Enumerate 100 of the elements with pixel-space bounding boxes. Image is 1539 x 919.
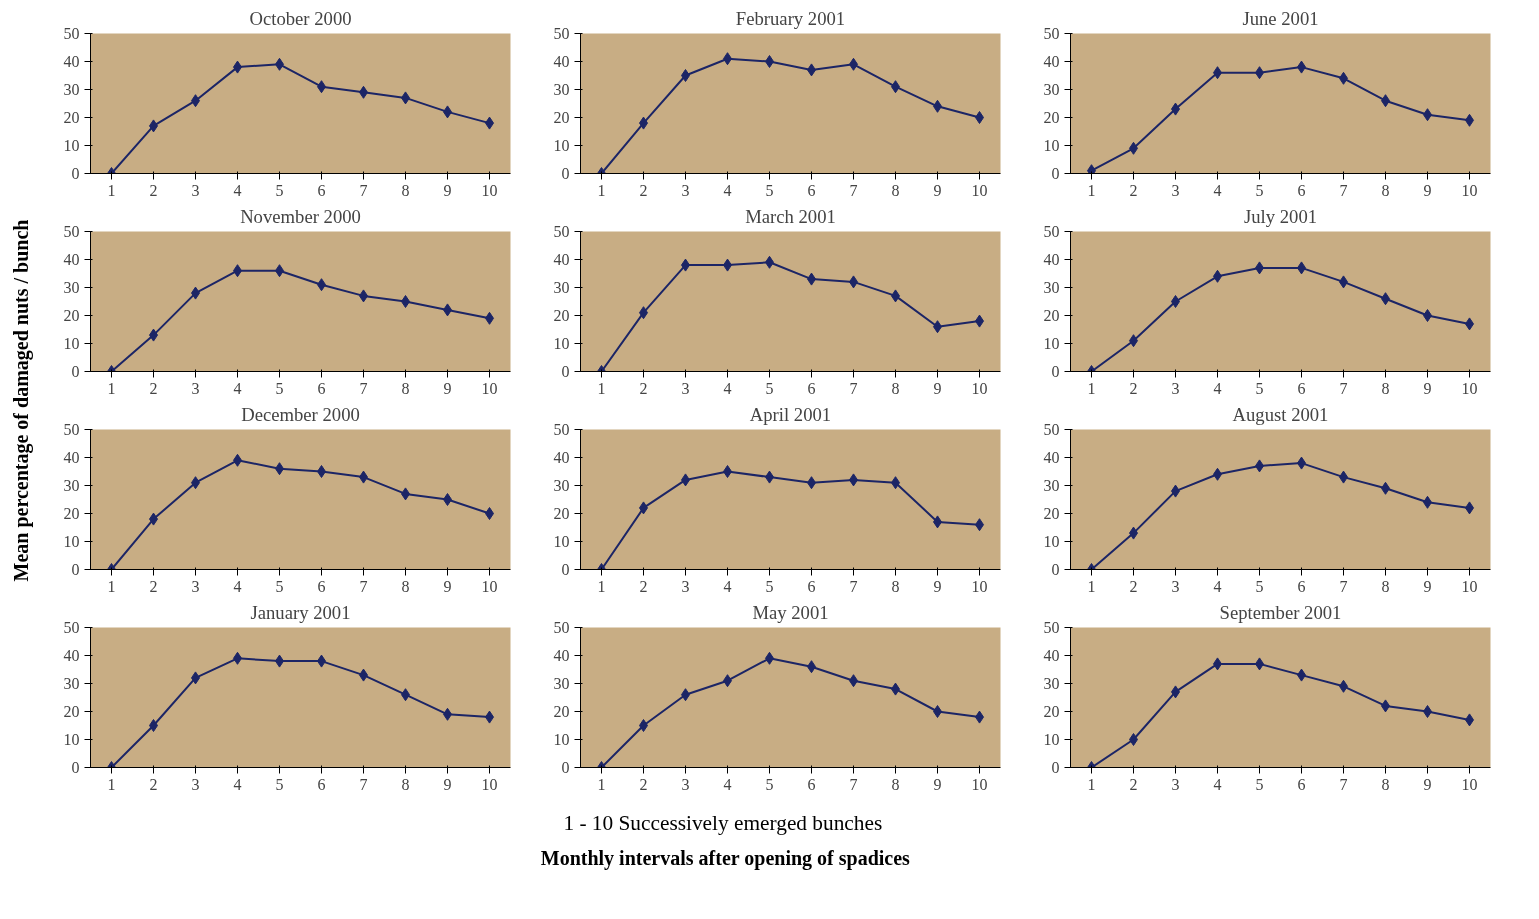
x-tick-label: 10 xyxy=(1461,379,1478,397)
y-tick-label: 40 xyxy=(1043,53,1060,70)
x-tick-label: 3 xyxy=(1171,379,1180,397)
x-tick-label: 10 xyxy=(1461,775,1478,793)
x-tick-label: 5 xyxy=(275,577,284,595)
x-tick-label: 4 xyxy=(723,577,732,595)
x-tick-label: 1 xyxy=(107,181,116,199)
x-tick-label: 9 xyxy=(1423,577,1432,595)
y-tick-label: 30 xyxy=(63,477,80,494)
x-tick-label: 5 xyxy=(765,379,774,397)
x-tick-label: 1 xyxy=(1087,379,1096,397)
x-tick-label: 5 xyxy=(1255,379,1264,397)
y-tick-label: 40 xyxy=(553,53,570,70)
x-tick-label: 7 xyxy=(359,775,368,793)
y-tick-label: 30 xyxy=(63,81,80,98)
y-tick-label: 10 xyxy=(63,335,80,352)
x-tick-label: 7 xyxy=(359,577,368,595)
x-tick-label: 8 xyxy=(1381,181,1390,199)
x-tick-label: 1 xyxy=(597,775,606,793)
x-tick-label: 4 xyxy=(1213,775,1222,793)
y-tick-label: 20 xyxy=(63,307,80,324)
x-tick-label: 8 xyxy=(1381,577,1390,595)
x-tick-label: 8 xyxy=(891,775,900,793)
x-tick-label: 6 xyxy=(1297,775,1306,793)
x-tick-label: 10 xyxy=(481,379,498,397)
y-tick-label: 10 xyxy=(553,533,570,550)
y-tick-label: 40 xyxy=(63,647,80,664)
x-tick-label: 10 xyxy=(1461,577,1478,595)
x-tick-label: 10 xyxy=(971,577,988,595)
y-tick-label: 0 xyxy=(71,759,80,776)
x-tick-label: 8 xyxy=(401,181,410,199)
x-tick-label: 5 xyxy=(765,775,774,793)
y-tick-label: 40 xyxy=(1043,449,1060,466)
chart-title: August 2001 xyxy=(1232,403,1329,425)
x-tick-label: 5 xyxy=(1255,181,1264,199)
x-tick-label: 1 xyxy=(107,775,116,793)
y-tick-label: 30 xyxy=(1043,477,1060,494)
x-tick-label: 3 xyxy=(191,379,200,397)
x-tick-label: 10 xyxy=(481,775,498,793)
y-tick-label: 30 xyxy=(1043,279,1060,296)
x-tick-label: 6 xyxy=(1297,181,1306,199)
x-tick-label: 8 xyxy=(891,379,900,397)
x-tick-label: 7 xyxy=(1339,181,1348,199)
x-tick-label: 4 xyxy=(723,379,732,397)
y-tick-label: 30 xyxy=(1043,81,1060,98)
x-tick-label: 10 xyxy=(1461,181,1478,199)
x-tick-label: 1 xyxy=(107,577,116,595)
x-tick-label: 2 xyxy=(639,577,648,595)
y-tick-label: 50 xyxy=(1043,223,1060,240)
x-tick-label: 5 xyxy=(275,775,284,793)
x-axis-title: 1 - 10 Successively emerged bunches xyxy=(563,811,883,835)
x-tick-label: 3 xyxy=(1171,181,1180,199)
x-tick-label: 7 xyxy=(849,775,858,793)
x-tick-label: 7 xyxy=(1339,775,1348,793)
x-tick-label: 1 xyxy=(597,577,606,595)
y-tick-label: 0 xyxy=(561,561,570,578)
x-tick-label: 2 xyxy=(1129,775,1138,793)
y-tick-label: 0 xyxy=(1051,363,1060,380)
x-tick-label: 6 xyxy=(1297,577,1306,595)
y-tick-label: 20 xyxy=(553,505,570,522)
x-tick-label: 7 xyxy=(359,181,368,199)
x-tick-label: 9 xyxy=(1423,379,1432,397)
x-tick-label: 1 xyxy=(1087,577,1096,595)
y-tick-label: 0 xyxy=(1051,165,1060,182)
y-tick-label: 30 xyxy=(553,675,570,692)
x-tick-label: 8 xyxy=(401,775,410,793)
x-tick-label: 6 xyxy=(807,577,816,595)
x-tick-label: 9 xyxy=(443,775,452,793)
x-tick-label: 9 xyxy=(933,379,942,397)
y-tick-label: 10 xyxy=(553,335,570,352)
x-tick-label: 8 xyxy=(401,577,410,595)
y-tick-label: 30 xyxy=(553,477,570,494)
x-tick-label: 4 xyxy=(1213,379,1222,397)
y-tick-label: 0 xyxy=(1051,759,1060,776)
y-tick-label: 10 xyxy=(553,137,570,154)
x-tick-label: 9 xyxy=(933,577,942,595)
y-tick-label: 50 xyxy=(63,619,80,636)
x-tick-label: 7 xyxy=(849,181,858,199)
x-tick-label: 2 xyxy=(1129,379,1138,397)
x-tick-label: 5 xyxy=(765,577,774,595)
text: Monthly intervals after opening of spadices xyxy=(540,847,911,870)
x-tick-label: 10 xyxy=(971,379,988,397)
y-tick-label: 10 xyxy=(63,137,80,154)
x-tick-label: 6 xyxy=(807,379,816,397)
x-tick-label: 2 xyxy=(149,379,158,397)
x-tick-label: 4 xyxy=(233,181,242,199)
x-tick-label: 1 xyxy=(1087,181,1096,199)
x-tick-label: 5 xyxy=(765,181,774,199)
y-tick-label: 40 xyxy=(1043,647,1060,664)
x-tick-label: 3 xyxy=(681,379,690,397)
y-tick-label: 50 xyxy=(1043,25,1060,42)
x-tick-label: 2 xyxy=(149,577,158,595)
x-tick-label: 3 xyxy=(191,577,200,595)
x-tick-label: 9 xyxy=(933,775,942,793)
y-tick-label: 30 xyxy=(63,675,80,692)
x-tick-label: 4 xyxy=(723,775,732,793)
y-tick-label: 20 xyxy=(1043,109,1060,126)
y-tick-label: 10 xyxy=(63,533,80,550)
y-tick-label: 20 xyxy=(63,703,80,720)
chart-title: October 2000 xyxy=(249,7,352,29)
